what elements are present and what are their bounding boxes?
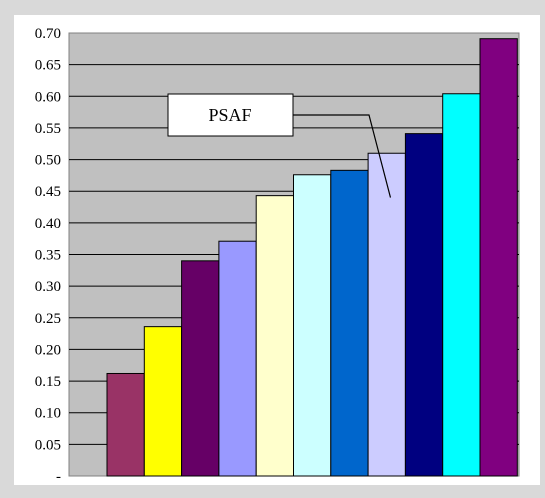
y-tick-label: 0.65 (35, 58, 61, 74)
bar (442, 93, 481, 477)
bar (293, 174, 332, 477)
y-tick-label: - (56, 469, 61, 485)
y-tick-label: 0.50 (35, 153, 61, 169)
bar (106, 372, 145, 477)
y-tick-label: 0.70 (35, 26, 61, 42)
annotation-group: PSAF (167, 93, 392, 198)
y-tick-label: 0.60 (35, 89, 61, 105)
bar (404, 133, 444, 477)
y-tick-label: 0.35 (35, 248, 61, 264)
annotation-label: PSAF (208, 105, 251, 125)
y-axis-tick-labels: - 0.05 0.10 0.15 0.20 0.25 0.30 0.35 0.40 0.45 0.5… (35, 26, 61, 485)
annotation-box (167, 93, 294, 137)
bar (367, 152, 406, 477)
bar (479, 38, 518, 477)
y-tick-label: 0.10 (35, 406, 61, 422)
annotation-callout-line (293, 114, 392, 198)
bars (106, 38, 518, 477)
bar (330, 169, 369, 477)
y-tick-label: 0.30 (35, 279, 61, 295)
y-tick-label: 0.25 (35, 311, 61, 327)
bar (143, 326, 183, 477)
y-tick-label: 0.40 (35, 216, 61, 232)
bar (218, 240, 257, 477)
y-tick-label: 0.20 (35, 342, 61, 358)
bar (255, 195, 295, 477)
y-tick-label: 0.55 (35, 121, 61, 137)
y-tick-label: 0.15 (35, 374, 61, 390)
bar (181, 260, 220, 477)
y-tick-label: 0.05 (35, 437, 61, 453)
y-tick-label: 0.45 (35, 184, 61, 200)
